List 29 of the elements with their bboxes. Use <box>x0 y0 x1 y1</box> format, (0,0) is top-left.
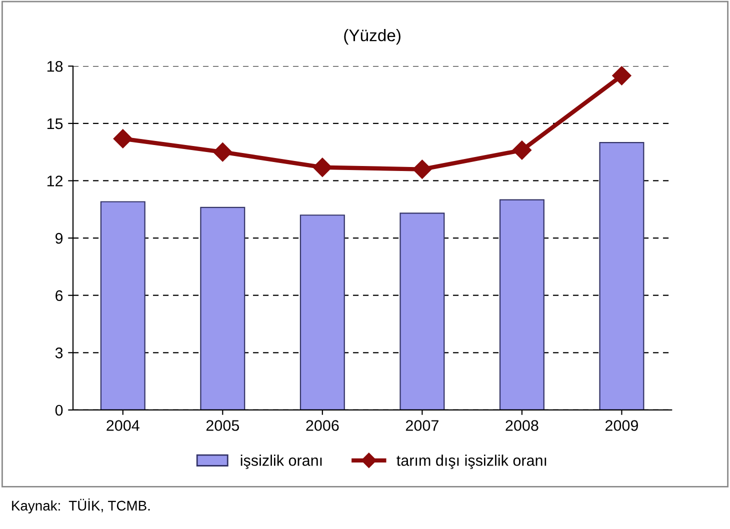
bar <box>200 206 246 410</box>
point <box>612 66 632 86</box>
y-tick-label: 3 <box>55 348 63 358</box>
x-tick-label: 2008 <box>506 420 538 431</box>
bar <box>599 142 644 410</box>
point <box>213 142 232 162</box>
x-tick-label: 2006 <box>306 420 339 431</box>
legend-label: tarım dışı işsizlik oranı <box>396 454 546 469</box>
x-tick-label: 2004 <box>106 420 140 431</box>
point <box>512 140 532 160</box>
bar <box>499 199 544 410</box>
x-tick-label: 2009 <box>605 420 638 431</box>
bar <box>300 214 345 410</box>
y-tick-label: 6 <box>56 290 63 302</box>
y-tick-label: 0 <box>55 404 63 416</box>
y-tick-label: 12 <box>47 176 63 186</box>
x-tick-label: 2007 <box>406 420 438 431</box>
bar <box>400 212 445 410</box>
bar <box>100 201 146 410</box>
y-tick-label: 15 <box>47 118 63 130</box>
point <box>113 129 132 148</box>
y-tick-label: 18 <box>47 60 63 72</box>
chart-title: (Yüzde) <box>344 29 400 45</box>
legend-label: işsizlik oranı <box>240 454 322 469</box>
point <box>312 158 332 177</box>
y-tick-label: 9 <box>56 232 63 244</box>
text: Kaynak: TÜİK, TCMB. <box>12 498 150 514</box>
point <box>412 160 432 179</box>
x-tick-label: 2005 <box>206 420 240 431</box>
